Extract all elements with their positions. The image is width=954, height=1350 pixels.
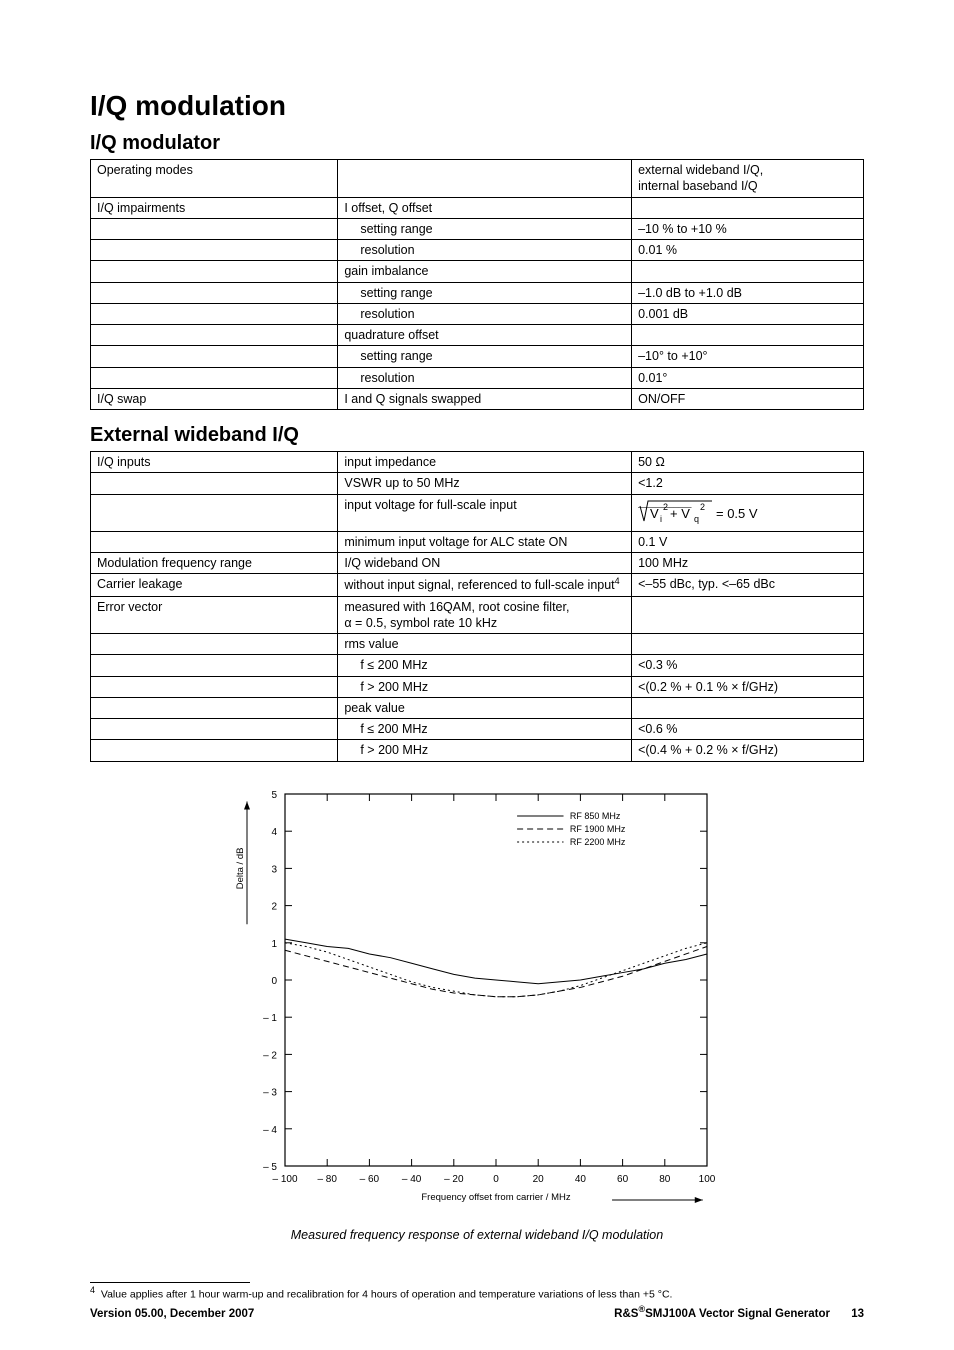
svg-text:Frequency offset from carrier: Frequency offset from carrier / MHz: [421, 1192, 570, 1203]
table-row: I/Q impairmentsI offset, Q offset: [91, 197, 864, 218]
svg-text:+ V: + V: [670, 506, 690, 521]
svg-text:– 60: – 60: [360, 1174, 380, 1185]
chart-caption: Measured frequency response of external …: [90, 1228, 864, 1242]
svg-text:Delta / dB: Delta / dB: [235, 847, 246, 889]
svg-text:2: 2: [271, 901, 277, 912]
frequency-response-chart: – 100– 80– 60– 40– 20020406080100– 5– 4–…: [227, 782, 727, 1222]
table-row: VSWR up to 50 MHz<1.2: [91, 473, 864, 494]
svg-text:1: 1: [271, 938, 277, 949]
table-row: resolution0.01 %: [91, 240, 864, 261]
table-row: gain imbalance: [91, 261, 864, 282]
svg-text:3: 3: [271, 864, 277, 875]
svg-text:20: 20: [533, 1174, 545, 1185]
table-row: minimum input voltage for ALC state ON0.…: [91, 531, 864, 552]
svg-text:RF 1900 MHz: RF 1900 MHz: [570, 824, 626, 834]
svg-text:q: q: [694, 514, 699, 524]
svg-text:– 40: – 40: [402, 1174, 422, 1185]
footnote-text: Value applies after 1 hour warm-up and r…: [101, 1288, 673, 1300]
section-heading-external-wideband: External wideband I/Q: [90, 424, 864, 447]
footer-left: Version 05.00, December 2007: [90, 1308, 254, 1320]
table-row: peak value: [91, 697, 864, 718]
page-footer: Version 05.00, December 2007 R&S®SMJ100A…: [90, 1304, 864, 1320]
table-row: setting range–10° to +10°: [91, 346, 864, 367]
table-row: rms value: [91, 634, 864, 655]
table-row: f > 200 MHz<(0.4 % + 0.2 % × f/GHz): [91, 740, 864, 761]
table-row: f ≤ 200 MHz<0.6 %: [91, 719, 864, 740]
footer-right: R&S®SMJ100A Vector Signal Generator 13: [614, 1304, 864, 1320]
table-external-wideband: I/Q inputsinput impedance50 ΩVSWR up to …: [90, 451, 864, 762]
footnote-separator: [90, 1282, 250, 1283]
table-row: f > 200 MHz<(0.2 % + 0.1 % × f/GHz): [91, 676, 864, 697]
svg-text:5: 5: [271, 790, 277, 801]
table-iq-modulator: Operating modesexternal wideband I/Q,int…: [90, 159, 864, 410]
svg-text:0: 0: [493, 1174, 499, 1185]
svg-text:V: V: [650, 506, 659, 521]
svg-text:RF 850 MHz: RF 850 MHz: [570, 811, 621, 821]
table-row: Carrier leakagewithout input signal, ref…: [91, 574, 864, 596]
svg-text:– 3: – 3: [263, 1087, 277, 1098]
svg-text:– 4: – 4: [263, 1124, 277, 1135]
table-row: I/Q swapI and Q signals swappedON/OFF: [91, 388, 864, 409]
footnote-marker: 4: [90, 1285, 95, 1295]
svg-text:– 2: – 2: [263, 1050, 277, 1061]
svg-text:100: 100: [699, 1174, 716, 1185]
table-row: quadrature offset: [91, 325, 864, 346]
table-row: Modulation frequency rangeI/Q wideband O…: [91, 553, 864, 574]
svg-text:2: 2: [700, 502, 705, 512]
table-row: Operating modesexternal wideband I/Q,int…: [91, 160, 864, 198]
page: I/Q modulation I/Q modulator Operating m…: [0, 0, 954, 1350]
table-row: setting range–1.0 dB to +1.0 dB: [91, 282, 864, 303]
page-title: I/Q modulation: [90, 90, 864, 122]
svg-text:RF 2200 MHz: RF 2200 MHz: [570, 837, 626, 847]
svg-text:i: i: [660, 514, 662, 524]
table-row: Error vectormeasured with 16QAM, root co…: [91, 596, 864, 634]
svg-text:4: 4: [271, 827, 277, 838]
svg-text:– 1: – 1: [263, 1013, 277, 1024]
footnote: 4 Value applies after 1 hour warm-up and…: [90, 1285, 864, 1301]
table-row: resolution0.01°: [91, 367, 864, 388]
table-row: I/Q inputsinput impedance50 Ω: [91, 452, 864, 473]
svg-text:80: 80: [659, 1174, 671, 1185]
svg-text:– 5: – 5: [263, 1162, 277, 1173]
table-row: setting range–10 % to +10 %: [91, 218, 864, 239]
svg-text:– 80: – 80: [317, 1174, 337, 1185]
table-row: resolution0.001 dB: [91, 303, 864, 324]
svg-text:2: 2: [663, 502, 668, 512]
svg-text:– 100: – 100: [272, 1174, 297, 1185]
table-row: f ≤ 200 MHz<0.3 %: [91, 655, 864, 676]
svg-text:40: 40: [575, 1174, 587, 1185]
svg-text:= 0.5 V: = 0.5 V: [716, 506, 758, 521]
svg-text:– 20: – 20: [444, 1174, 464, 1185]
formula-icon: ____________Vi2+ Vq2= 0.5 V: [638, 499, 778, 527]
svg-text:0: 0: [271, 976, 277, 987]
table-row: input voltage for full-scale input______…: [91, 494, 864, 531]
svg-text:60: 60: [617, 1174, 629, 1185]
page-number: 13: [851, 1308, 864, 1320]
section-heading-iq-modulator: I/Q modulator: [90, 132, 864, 155]
